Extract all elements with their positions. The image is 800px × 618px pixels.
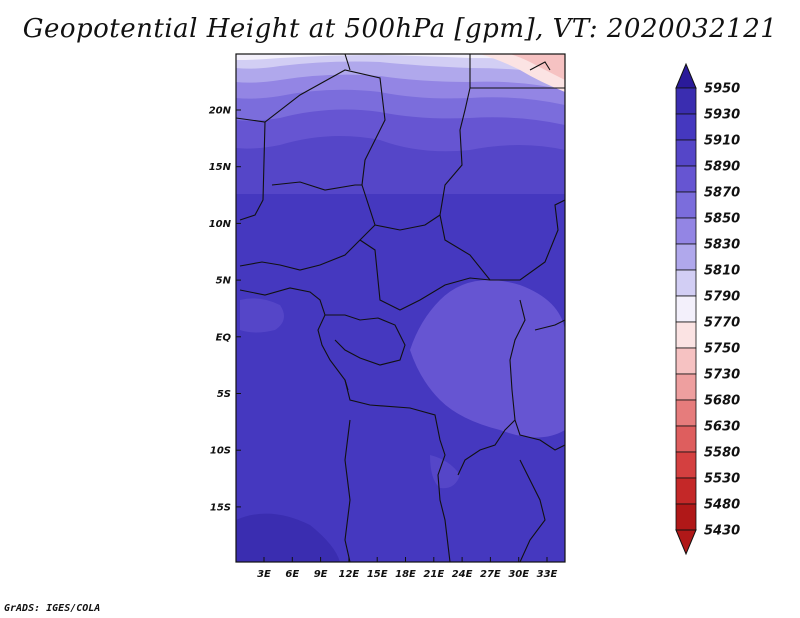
colorbar-level-label: 5580 bbox=[704, 446, 740, 461]
colorbar-level-label: 5810 bbox=[704, 264, 740, 279]
lon-tick-label: 9E bbox=[314, 569, 328, 580]
colorbar-segment bbox=[675, 113, 697, 141]
lon-tick-label: 18E bbox=[395, 569, 416, 580]
lon-tick-label: 15E bbox=[367, 569, 388, 580]
lon-tick-label: 24E bbox=[452, 569, 473, 580]
colorbar-level-label: 5850 bbox=[704, 212, 740, 227]
lon-tick-label: 12E bbox=[339, 569, 360, 580]
lat-tick-label: 10N bbox=[209, 219, 232, 230]
colorbar-level-label: 5890 bbox=[704, 160, 740, 175]
plot-frame bbox=[235, 53, 566, 563]
grads-credit: GrADS: IGES/COLA bbox=[4, 603, 101, 614]
lon-tick-label: 3E bbox=[257, 569, 271, 580]
colorbar-level-label: 5430 bbox=[704, 524, 740, 539]
colorbar-level-label: 5730 bbox=[704, 368, 740, 383]
colorbar-segment bbox=[675, 243, 697, 271]
lat-tick-label: 15S bbox=[210, 502, 231, 513]
colorbar-bottom-arrow bbox=[675, 529, 697, 556]
colorbar-level-label: 5930 bbox=[704, 108, 740, 123]
colorbar-level-label: 5680 bbox=[704, 394, 740, 409]
lon-tick-label: 6E bbox=[285, 569, 299, 580]
colorbar-segment bbox=[675, 269, 697, 297]
colorbar-segment bbox=[675, 87, 697, 115]
lat-tick-label: 20N bbox=[209, 106, 232, 117]
lon-tick-label: 27E bbox=[480, 569, 501, 580]
colorbar-segment bbox=[675, 503, 697, 531]
colorbar-top-arrow bbox=[675, 62, 697, 89]
colorbar-segment bbox=[675, 165, 697, 193]
lat-tick-label: 5N bbox=[216, 276, 232, 287]
lat-tick-label: 10S bbox=[210, 446, 231, 457]
colorbar-segment bbox=[675, 347, 697, 375]
colorbar-segment bbox=[675, 451, 697, 479]
colorbar-segment bbox=[675, 191, 697, 219]
colorbar-segment bbox=[675, 295, 697, 323]
colorbar-segment bbox=[675, 139, 697, 167]
colorbar-level-label: 5870 bbox=[704, 186, 740, 201]
colorbar-level-label: 5790 bbox=[704, 290, 740, 305]
colorbar-segment bbox=[675, 373, 697, 401]
colorbar: 5950 5930 5910 5890 5870 5850 5830 5810 5790 5770… bbox=[675, 62, 740, 556]
lat-tick-label: 15N bbox=[209, 162, 232, 173]
lon-tick-label: 21E bbox=[423, 569, 444, 580]
colorbar-level-label: 5770 bbox=[704, 316, 740, 331]
lon-tick-label: 30E bbox=[508, 569, 529, 580]
colorbar-level-label: 5950 bbox=[704, 82, 740, 97]
colorbar-level-label: 5910 bbox=[704, 134, 740, 149]
colorbar-level-label: 5750 bbox=[704, 342, 740, 357]
colorbar-segment bbox=[675, 425, 697, 453]
colorbar-level-label: 5480 bbox=[704, 498, 740, 513]
colorbar-segment bbox=[675, 399, 697, 427]
lon-tick-label: 33E bbox=[537, 569, 558, 580]
contour-fill bbox=[236, 54, 565, 562]
longitude-axis: 3E 6E 9E 12E 15E 18E 21E 24E 27E 30E 33E bbox=[257, 557, 558, 580]
colorbar-segment bbox=[675, 321, 697, 349]
colorbar-segment bbox=[675, 477, 697, 505]
colorbar-level-label: 5630 bbox=[704, 420, 740, 435]
colorbar-segment bbox=[675, 217, 697, 245]
latitude-axis: 20N 15N 10N 5N EQ 5S 10S 15S bbox=[209, 106, 241, 513]
colorbar-level-label: 5830 bbox=[704, 238, 740, 253]
country-borders bbox=[236, 54, 565, 562]
chart-title: Geopotential Height at 500hPa [gpm], VT:… bbox=[22, 14, 778, 44]
lat-tick-label: EQ bbox=[216, 332, 232, 343]
colorbar-level-label: 5530 bbox=[704, 472, 740, 487]
lat-tick-label: 5S bbox=[217, 389, 231, 400]
